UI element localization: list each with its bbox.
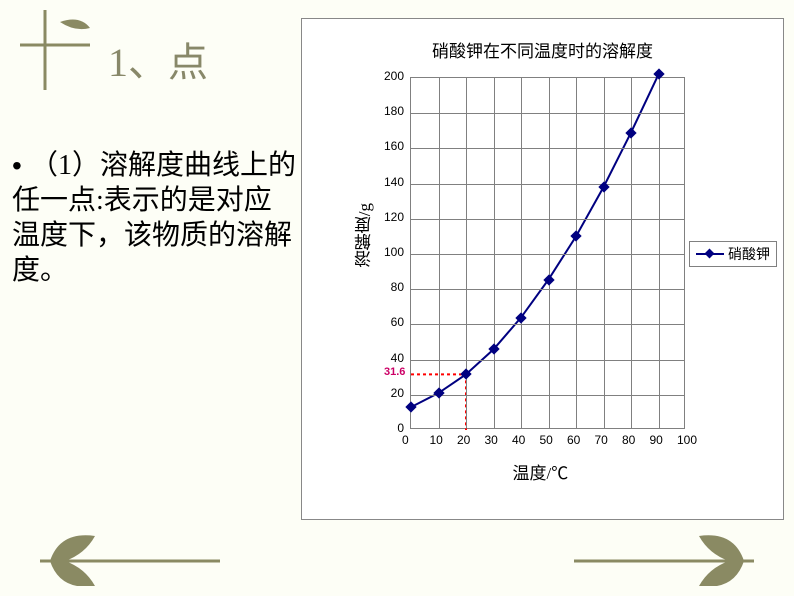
x-tick-label: 70 [595, 433, 608, 447]
y-tick-label: 200 [384, 69, 404, 83]
y-tick-label: 140 [384, 175, 404, 189]
y-tick-label: 120 [384, 210, 404, 224]
x-tick-label: 90 [650, 433, 663, 447]
y-tick-label: 80 [391, 280, 404, 294]
x-tick-label: 20 [457, 433, 470, 447]
plot-area [410, 77, 685, 429]
legend-series-marker [696, 253, 724, 255]
annotation-label: 31.6 [384, 366, 405, 378]
decor-top-left [20, 10, 100, 90]
y-axis-label: 溶解度/g [352, 203, 377, 267]
x-tick-label: 40 [512, 433, 525, 447]
y-tick-label: 40 [391, 351, 404, 365]
y-tick-label: 100 [384, 245, 404, 259]
legend-series-label: 硝酸钾 [728, 244, 770, 264]
x-tick-label: 10 [430, 433, 443, 447]
section-heading: 1、点 [108, 30, 208, 88]
body-text: •（1）溶解度曲线上的任一点:表示的是对应温度下，该物质的溶解度。 [12, 148, 297, 288]
legend: 硝酸钾 [689, 241, 777, 267]
x-tick-label: 80 [622, 433, 635, 447]
x-tick-label: 0 [402, 433, 409, 447]
x-axis-label: 温度/℃ [513, 459, 569, 484]
y-tick-label: 60 [391, 315, 404, 329]
y-tick-label: 20 [391, 386, 404, 400]
decor-bottom-right [574, 526, 754, 586]
x-tick-label: 50 [540, 433, 553, 447]
y-tick-label: 160 [384, 139, 404, 153]
y-tick-label: 180 [384, 104, 404, 118]
x-tick-label: 100 [677, 433, 697, 447]
bullet-icon: • [12, 148, 30, 183]
decor-bottom-left [40, 526, 220, 586]
x-tick-label: 60 [567, 433, 580, 447]
chart-title: 硝酸钾在不同温度时的溶解度 [302, 37, 783, 62]
body-paragraph: （1）溶解度曲线上的任一点:表示的是对应温度下，该物质的溶解度。 [12, 150, 296, 286]
y-tick-label: 0 [397, 421, 404, 435]
chart-panel: 硝酸钾在不同温度时的溶解度 溶解度/g 温度/℃ 硝酸钾 0 10 20 30 40 50… [301, 18, 784, 520]
x-tick-label: 30 [485, 433, 498, 447]
